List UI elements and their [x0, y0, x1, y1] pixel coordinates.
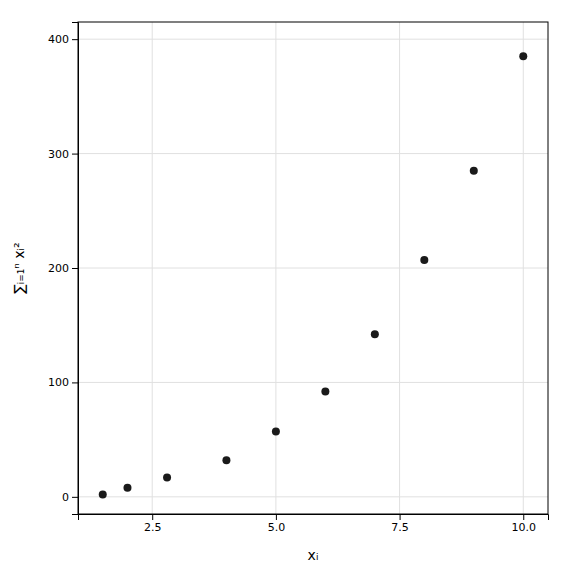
x-axis: 2.5 5.0 7.5 10.0: [79, 514, 549, 534]
point: [163, 473, 171, 481]
y-grid-line: [78, 268, 548, 269]
y-grid-line: [78, 382, 548, 383]
y-tick-label: 100: [48, 376, 69, 389]
point: [420, 256, 428, 264]
y-tick-label: 400: [48, 33, 69, 46]
x-axis-line: [79, 515, 549, 521]
point: [123, 484, 131, 492]
y-grid-line: [78, 496, 548, 497]
x-tick: [276, 514, 277, 520]
x-axis-title: xᵢ: [308, 547, 319, 563]
point: [519, 52, 527, 60]
y-tick-label: 300: [48, 148, 69, 161]
x-tick-label: 5.0: [268, 521, 286, 534]
x-tick-group: 2.5: [144, 514, 162, 534]
y-axis-line: [72, 23, 79, 515]
plot-area: 2.5 5.0 7.5 10.0 0 100 200 300 400: [48, 22, 549, 534]
x-tick: [400, 514, 401, 520]
grid: [78, 22, 548, 514]
point: [222, 456, 230, 464]
x-tick: [523, 514, 524, 520]
x-tick: [152, 514, 153, 520]
y-tick: [72, 154, 78, 155]
y-tick-group: 300: [48, 148, 78, 161]
y-tick: [72, 497, 78, 498]
plot-frame: [78, 22, 548, 514]
y-tick-group: 0: [62, 491, 78, 504]
y-tick-group: 100: [48, 376, 78, 389]
x-tick-label: 2.5: [144, 521, 162, 534]
x-tick-group: 7.5: [391, 514, 409, 534]
y-tick: [72, 382, 78, 383]
y-tick-group: 400: [48, 33, 78, 46]
x-tick-group: 5.0: [268, 514, 286, 534]
point: [371, 330, 379, 338]
y-tick-group: 200: [48, 262, 78, 275]
y-tick-label: 0: [62, 491, 69, 504]
chart: 2.5 5.0 7.5 10.0 0 100 200 300 400 xᵢ ∑ᵢ₌₁ⁿ xᵢ²: [0, 0, 576, 576]
y-axis: 0 100 200 300 400: [48, 23, 79, 515]
y-tick: [72, 268, 78, 269]
y-grid-line: [78, 39, 548, 40]
y-tick: [72, 39, 78, 40]
point: [321, 388, 329, 396]
y-tick-label: 200: [48, 262, 69, 275]
y-grid-line: [78, 153, 548, 154]
x-tick-group: 10.0: [512, 514, 537, 534]
points: [99, 52, 528, 498]
x-tick-label: 7.5: [391, 521, 409, 534]
x-tick-label: 10.0: [512, 521, 537, 534]
point: [470, 167, 478, 175]
point: [99, 491, 107, 499]
point: [272, 428, 280, 436]
y-axis-title: ∑ᵢ₌₁ⁿ xᵢ²: [11, 242, 27, 293]
